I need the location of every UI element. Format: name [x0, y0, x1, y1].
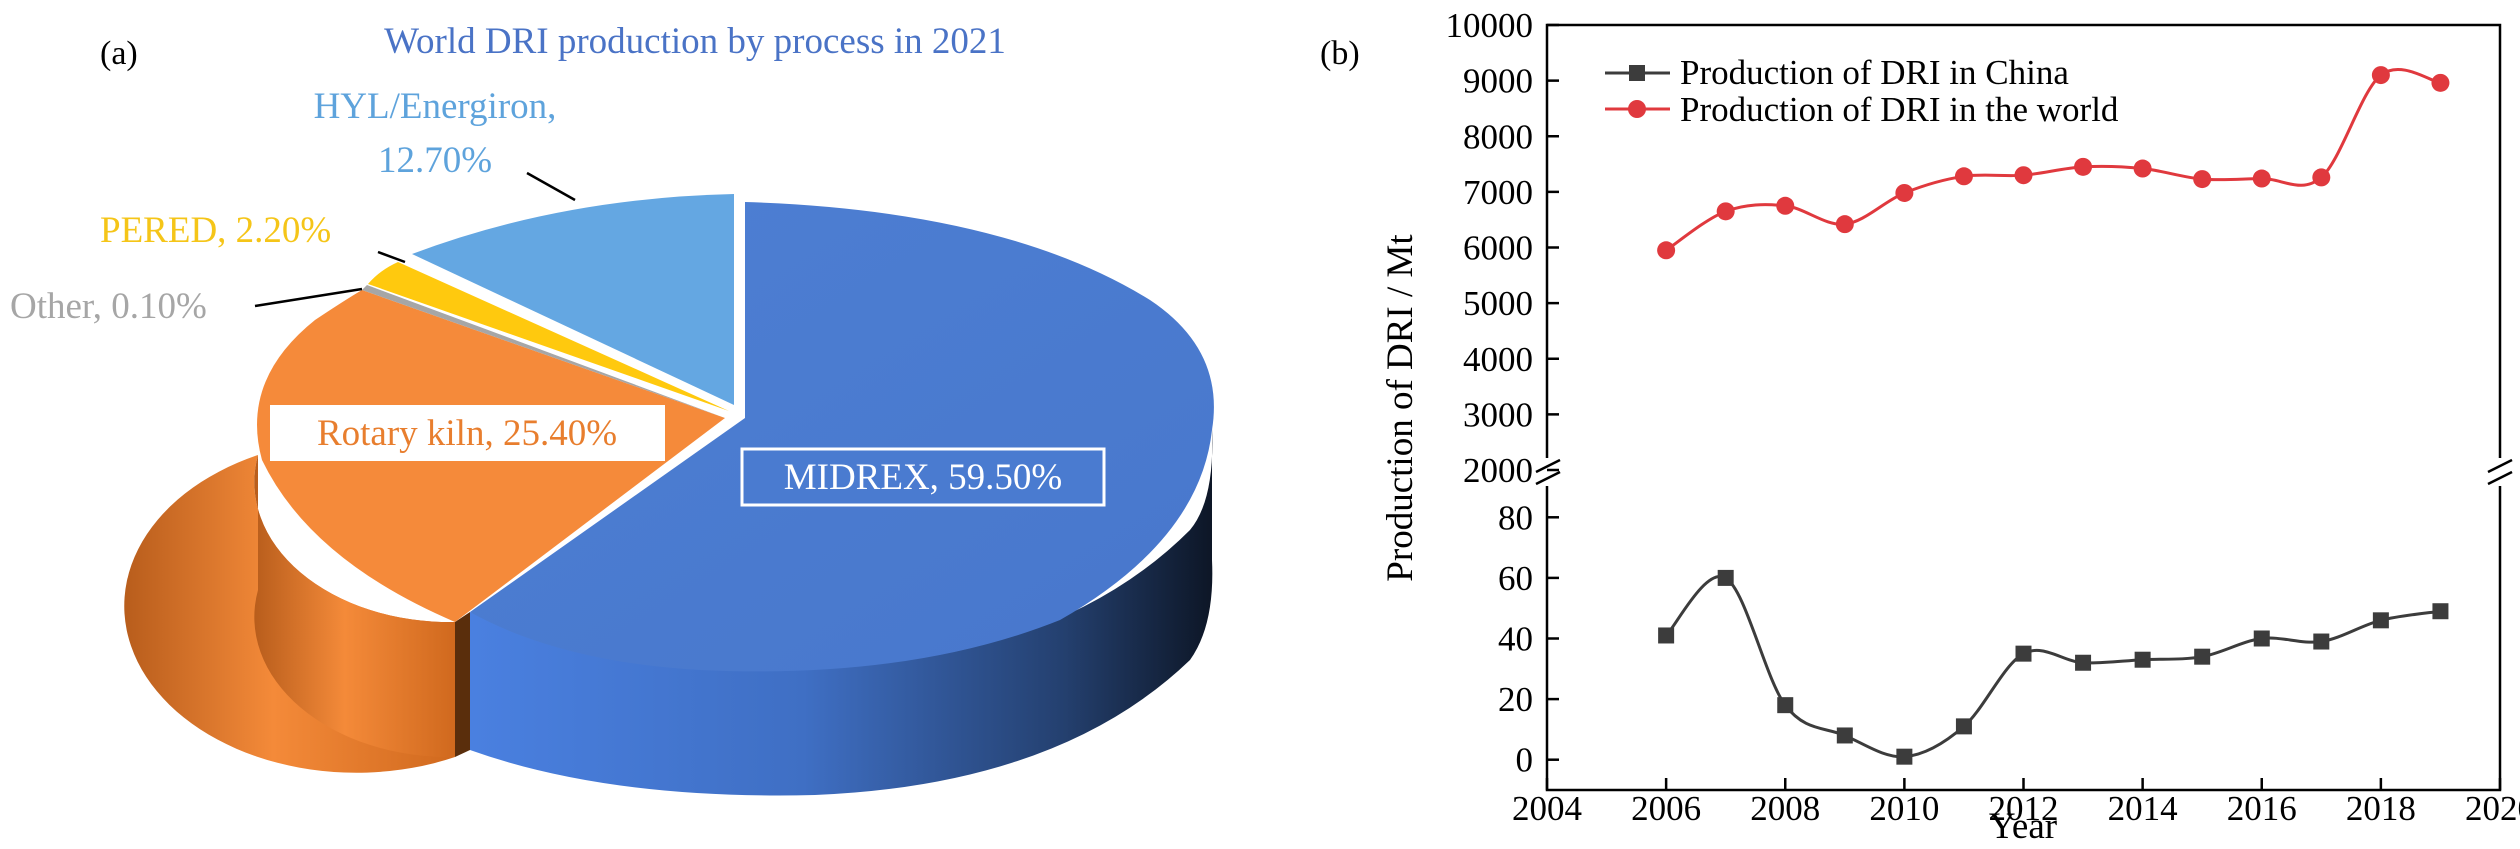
y-upper-tick-label: 4000	[1463, 340, 1533, 379]
legend-world-label: Production of DRI in the world	[1680, 90, 2119, 129]
y-lower-tick-label: 20	[1498, 680, 1533, 719]
legend-china-label: Production of DRI in China	[1680, 53, 2069, 92]
world-data-point	[2193, 170, 2212, 189]
china-data-point	[1896, 748, 1913, 765]
x-tick-label: 2004	[1512, 789, 1582, 828]
legend-china-marker	[1629, 65, 1645, 81]
pie-slice-rotary-kiln-side-face	[254, 455, 455, 758]
world-data-point	[2312, 168, 2331, 187]
label-hyl-energiron-line2: 12.70%	[378, 140, 492, 181]
other-leader-line	[254, 287, 363, 308]
x-tick-label: 2018	[2346, 789, 2416, 828]
world-data-point	[1835, 215, 1854, 234]
panel-a-label: (a)	[100, 35, 138, 72]
series-markers	[1657, 66, 2450, 765]
world-data-point	[2252, 169, 2271, 188]
left-axis-break-mark-2	[1535, 470, 1561, 486]
label-pered: PERED, 2.20%	[100, 210, 331, 251]
world-data-point	[1954, 167, 1973, 186]
pered-leader-line	[377, 250, 406, 264]
world-data-point	[1895, 183, 1914, 202]
axis-ticks: 2004 2006 2008 2010 2012 2014 2016 2018 2020 2000…	[1446, 6, 2520, 828]
y-lower-tick-label: 40	[1498, 620, 1533, 659]
x-tick-label: 2010	[1869, 789, 1939, 828]
panel-b: (b) 200420062008201020122014201620182020…	[1320, 6, 2520, 847]
right-axis-break-gap	[2490, 458, 2510, 486]
y-upper-tick-label: 3000	[1463, 395, 1533, 434]
right-axis-break-mark-2	[2487, 470, 2513, 486]
china-data-point	[2075, 654, 2092, 671]
world-data-point	[1716, 202, 1735, 221]
china-data-point	[2015, 645, 2032, 662]
pie-slice-pered	[368, 262, 729, 411]
y-upper-tick-label: 10000	[1446, 6, 1534, 45]
x-axis-title: Year	[1989, 806, 2057, 847]
y-upper-tick-label: 2000	[1463, 451, 1533, 490]
legend: Production of DRI in China Production of…	[1605, 53, 2119, 129]
china-series-line	[1665, 574, 2441, 759]
world-data-point	[2371, 66, 2390, 85]
world-data-point	[2133, 159, 2152, 178]
china-data-point	[1836, 727, 1853, 744]
y-lower-tick-label: 60	[1498, 559, 1533, 598]
x-tick-label: 2008	[1750, 789, 1820, 828]
y-upper-tick-label: 7000	[1463, 173, 1533, 212]
china-data-point	[2432, 603, 2449, 620]
world-data-point	[2014, 166, 2033, 185]
x-tick-label: 2014	[2108, 789, 2178, 828]
china-data-point	[2134, 651, 2151, 668]
pie-slice-other	[362, 285, 725, 418]
china-data-point	[1717, 569, 1734, 586]
x-tick-label: 2012	[1989, 789, 2059, 828]
plot-frame	[1545, 23, 2502, 792]
x-tick-label: 2020	[2465, 789, 2520, 828]
x-tick-label: 2016	[2227, 789, 2297, 828]
label-other: Other, 0.10%	[10, 286, 207, 327]
pie-slice-midrex	[470, 202, 1214, 672]
y-upper-tick-label: 5000	[1463, 284, 1533, 323]
world-data-point	[2431, 73, 2450, 92]
y-axis-title: Production of DRI / Mt	[1380, 234, 1421, 582]
midrex-label-box	[740, 447, 1106, 507]
right-axis-break-mark-1	[2487, 458, 2513, 474]
china-data-point	[1777, 697, 1794, 714]
y-upper-tick-label: 9000	[1463, 62, 1533, 101]
pie-chart-title: World DRI production by process in 2021	[384, 21, 1006, 62]
y-lower-tick-label: 0	[1516, 741, 1534, 780]
panel-b-label: (b)	[1320, 35, 1360, 72]
pie-slice-midrex-side	[470, 428, 1213, 796]
left-axis-break-mark-1	[1535, 458, 1561, 474]
y-lower-tick-label: 80	[1498, 498, 1533, 537]
legend-world-marker	[1628, 100, 1646, 118]
china-data-point	[1658, 627, 1675, 644]
world-data-point	[2074, 157, 2093, 176]
pie-slice-hyl-energiron	[412, 194, 734, 405]
label-rotary-kiln: Rotary kiln, 25.40%	[317, 413, 617, 454]
world-data-point	[1657, 241, 1676, 260]
label-midrex: MIDREX, 59.50%	[784, 457, 1063, 498]
y-upper-tick-label: 8000	[1463, 117, 1533, 156]
rotary-kiln-label-box	[270, 405, 665, 461]
world-data-point	[1776, 196, 1795, 215]
china-data-point	[2194, 648, 2211, 665]
china-data-point	[2313, 633, 2330, 650]
x-tick-label: 2006	[1631, 789, 1701, 828]
china-data-point	[1955, 718, 1972, 735]
hyl-leader-line	[526, 171, 576, 202]
panel-a: (a) World DRI production by process in 2…	[10, 21, 1214, 796]
y-upper-tick-label: 6000	[1463, 229, 1533, 268]
label-hyl-energiron-line1: HYL/Energiron,	[314, 86, 557, 127]
china-data-point	[2253, 630, 2270, 647]
china-data-point	[2372, 612, 2389, 629]
pie-slice-midrex-edge	[455, 612, 470, 757]
